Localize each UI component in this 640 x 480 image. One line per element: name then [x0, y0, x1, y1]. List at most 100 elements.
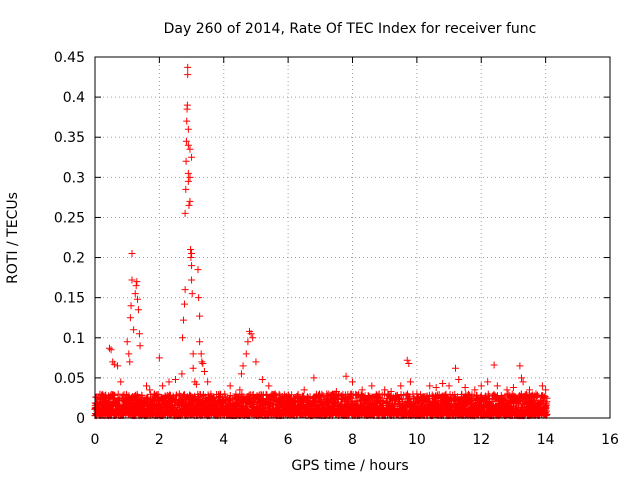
data-point — [455, 375, 463, 383]
data-point — [493, 382, 501, 390]
x-tick-label: 14 — [537, 432, 555, 448]
x-tick-label: 2 — [155, 432, 164, 448]
y-tick-label: 0.4 — [63, 90, 85, 106]
data-point — [196, 312, 204, 320]
data-point — [509, 384, 517, 392]
data-point — [189, 364, 197, 372]
data-point — [477, 382, 485, 390]
data-point — [186, 197, 194, 205]
x-axis-label: GPS time / hours — [291, 458, 408, 474]
data-point — [538, 382, 546, 390]
data-point — [184, 63, 192, 71]
data-point — [397, 382, 405, 390]
data-point — [105, 344, 113, 352]
data-point — [194, 266, 202, 274]
data-point — [117, 378, 125, 386]
data-point — [179, 334, 187, 342]
data-point — [244, 338, 252, 346]
data-point — [135, 330, 143, 338]
y-tick-label: 0.35 — [54, 130, 85, 146]
data-point — [237, 370, 245, 378]
baseline-point — [134, 392, 142, 400]
data-point — [189, 350, 197, 358]
data-point — [204, 378, 212, 386]
data-point — [452, 364, 459, 372]
y-tick-label: 0.15 — [54, 291, 85, 307]
baseline-point — [111, 391, 119, 399]
data-point — [159, 382, 167, 390]
data-points — [91, 63, 551, 420]
x-tick-label: 0 — [91, 432, 100, 448]
x-tick-label: 12 — [472, 432, 490, 448]
data-point — [490, 361, 498, 369]
data-point — [188, 153, 196, 161]
x-tick-label: 16 — [601, 432, 619, 448]
data-point — [182, 137, 190, 145]
data-point — [461, 384, 469, 392]
chart-title: Day 260 of 2014, Rate Of TEC Index for r… — [164, 21, 537, 37]
data-point — [432, 384, 440, 392]
data-point — [187, 254, 195, 262]
y-tick-label: 0.45 — [54, 50, 85, 66]
data-point — [358, 386, 366, 394]
data-point — [184, 71, 192, 79]
data-point — [342, 372, 350, 380]
x-tick-label: 8 — [348, 432, 357, 448]
baseline-point — [393, 391, 401, 399]
data-point — [186, 145, 194, 153]
data-point — [184, 125, 192, 133]
data-point — [445, 382, 453, 390]
data-point — [249, 334, 257, 342]
data-point — [183, 117, 191, 125]
data-point — [198, 358, 206, 366]
data-point — [146, 386, 154, 394]
data-point — [300, 386, 308, 394]
data-point — [368, 382, 376, 390]
data-point — [165, 378, 173, 386]
baseline-point — [232, 390, 240, 398]
data-point — [519, 378, 527, 386]
baseline-point — [138, 392, 146, 400]
data-point — [197, 350, 205, 358]
y-tick-label: 0.05 — [54, 371, 85, 387]
data-point — [196, 338, 204, 346]
data-point — [405, 359, 413, 367]
x-tick-label: 10 — [408, 432, 426, 448]
data-point — [136, 342, 144, 350]
data-point — [252, 358, 260, 366]
data-point — [127, 302, 135, 310]
baseline-point — [114, 390, 122, 398]
data-point — [187, 246, 195, 254]
data-point — [186, 173, 194, 181]
data-point — [181, 286, 189, 294]
data-point — [126, 358, 134, 366]
data-point — [125, 350, 133, 358]
data-point — [183, 101, 191, 109]
data-point — [184, 141, 192, 149]
data-point — [184, 169, 192, 177]
data-point — [185, 201, 193, 209]
data-point — [403, 356, 411, 364]
data-point — [239, 362, 247, 370]
y-axis-label: ROTI / TECUs — [5, 192, 21, 284]
data-point — [516, 362, 524, 370]
data-point — [171, 375, 179, 383]
baseline-point — [353, 397, 361, 405]
x-tick-label: 4 — [219, 432, 228, 448]
data-point — [128, 250, 136, 258]
data-point — [180, 316, 188, 324]
data-point — [107, 346, 115, 354]
data-point — [130, 326, 138, 334]
data-point — [181, 209, 189, 217]
data-point — [199, 359, 207, 367]
grid — [95, 57, 610, 418]
data-point — [178, 370, 186, 378]
data-point — [310, 374, 318, 382]
data-point — [426, 382, 434, 390]
data-point — [180, 300, 188, 308]
data-point — [188, 250, 196, 258]
baseline-point — [221, 390, 229, 398]
x-tick-label: 6 — [284, 432, 293, 448]
data-point — [188, 262, 196, 270]
